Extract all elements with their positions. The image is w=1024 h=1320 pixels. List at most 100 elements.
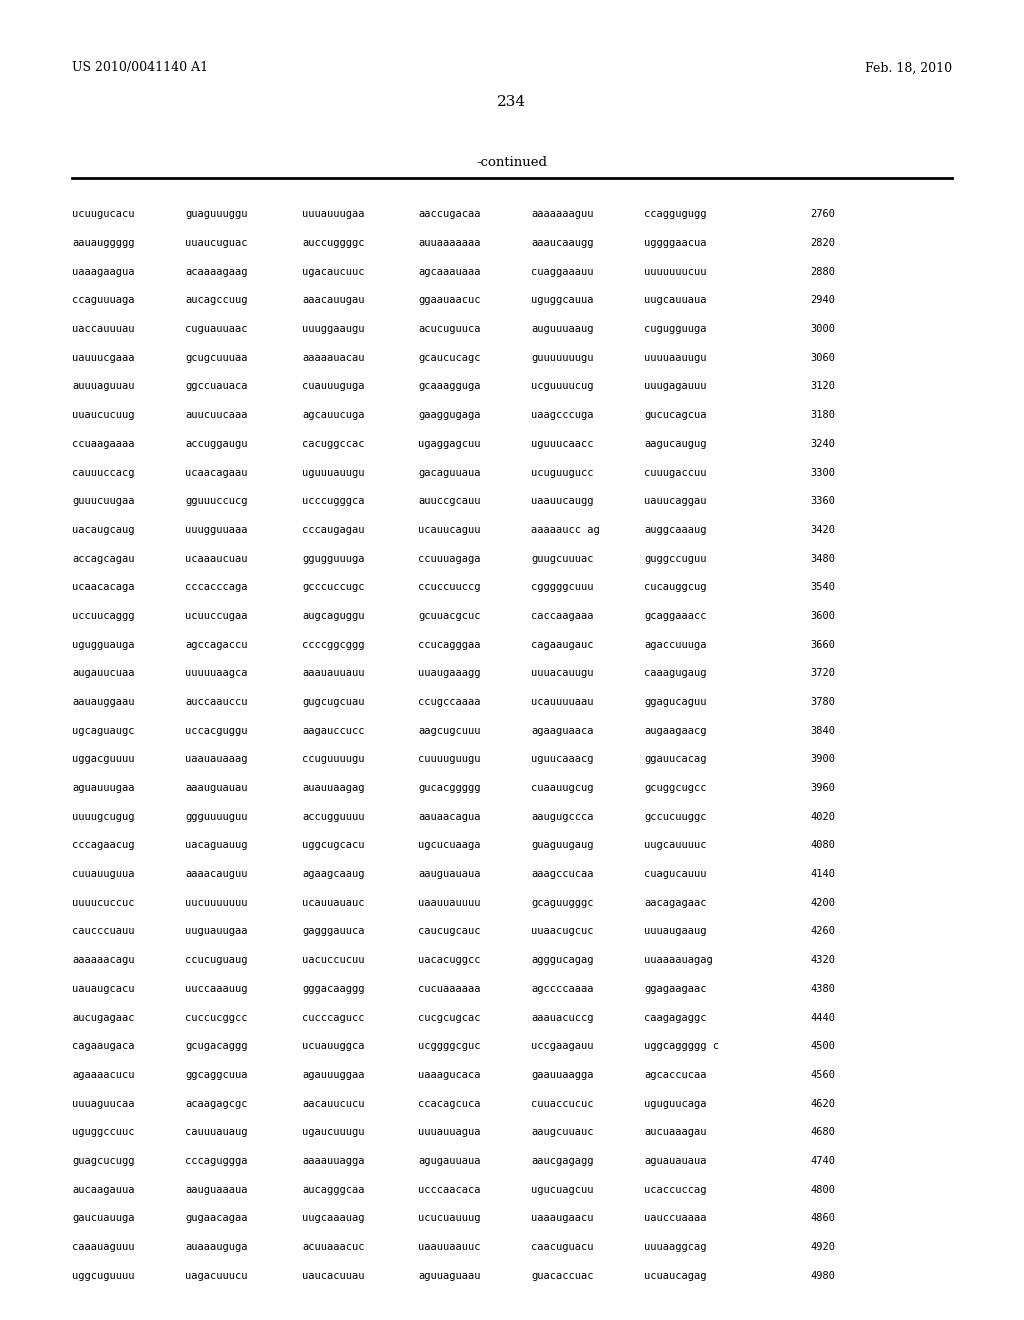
Text: uaaaugaacu: uaaaugaacu [531, 1213, 594, 1224]
Text: augauucuaa: augauucuaa [72, 668, 134, 678]
Text: cuuuuguugu: cuuuuguugu [418, 754, 480, 764]
Text: caacuguacu: caacuguacu [531, 1242, 594, 1251]
Text: uuuuuaagca: uuuuuaagca [185, 668, 248, 678]
Text: ggcaggcuua: ggcaggcuua [185, 1071, 248, 1080]
Text: aagucaugug: aagucaugug [644, 438, 707, 449]
Text: auccaauccu: auccaauccu [185, 697, 248, 708]
Text: ucuugucacu: ucuugucacu [72, 210, 134, 219]
Text: auuuaguuau: auuuaguuau [72, 381, 134, 392]
Text: cucccagucc: cucccagucc [302, 1012, 365, 1023]
Text: uauaugcacu: uauaugcacu [72, 983, 134, 994]
Text: cccaguggga: cccaguggga [185, 1156, 248, 1166]
Text: uacuccucuu: uacuccucuu [302, 956, 365, 965]
Text: gcuuacgcuc: gcuuacgcuc [418, 611, 480, 620]
Text: ccugccaaaa: ccugccaaaa [418, 697, 480, 708]
Text: aaaucaaugg: aaaucaaugg [531, 238, 594, 248]
Text: auguuuaaug: auguuuaaug [531, 325, 594, 334]
Text: 4080: 4080 [810, 841, 835, 850]
Text: uuuuuuucuu: uuuuuuucuu [644, 267, 707, 277]
Text: acaaaagaag: acaaaagaag [185, 267, 248, 277]
Text: aaauacuccg: aaauacuccg [531, 1012, 594, 1023]
Text: caagagaggc: caagagaggc [644, 1012, 707, 1023]
Text: auuccgcauu: auuccgcauu [418, 496, 480, 506]
Text: gcaguugggc: gcaguugggc [531, 898, 594, 908]
Text: ggauucacag: ggauucacag [644, 754, 707, 764]
Text: ccccggcggg: ccccggcggg [302, 640, 365, 649]
Text: ucucuauuug: ucucuauuug [418, 1213, 480, 1224]
Text: uuuaaggcag: uuuaaggcag [644, 1242, 707, 1251]
Text: 3300: 3300 [810, 467, 835, 478]
Text: uacacuggcc: uacacuggcc [418, 956, 480, 965]
Text: gaaggugaga: gaaggugaga [418, 411, 480, 420]
Text: US 2010/0041140 A1: US 2010/0041140 A1 [72, 62, 208, 74]
Text: auauuaagag: auauuaagag [302, 783, 365, 793]
Text: aaagccucaa: aaagccucaa [531, 869, 594, 879]
Text: cauuuauaug: cauuuauaug [185, 1127, 248, 1138]
Text: uaagcccuga: uaagcccuga [531, 411, 594, 420]
Text: agaaaacucu: agaaaacucu [72, 1071, 134, 1080]
Text: aauauggggg: aauauggggg [72, 238, 134, 248]
Text: aguauauaua: aguauauaua [644, 1156, 707, 1166]
Text: uggcaggggg c: uggcaggggg c [644, 1041, 719, 1051]
Text: 4860: 4860 [810, 1213, 835, 1224]
Text: aguuaguaau: aguuaguaau [418, 1271, 480, 1280]
Text: uguguucaga: uguguucaga [644, 1098, 707, 1109]
Text: ugucuagcuu: ugucuagcuu [531, 1184, 594, 1195]
Text: ccucagggaa: ccucagggaa [418, 640, 480, 649]
Text: gcuggcugcc: gcuggcugcc [644, 783, 707, 793]
Text: 4920: 4920 [810, 1242, 835, 1251]
Text: aucugagaac: aucugagaac [72, 1012, 134, 1023]
Text: agaaguaaca: agaaguaaca [531, 726, 594, 735]
Text: ucauuauauc: ucauuauauc [302, 898, 365, 908]
Text: aacauucucu: aacauucucu [302, 1098, 365, 1109]
Text: gacaguuaua: gacaguuaua [418, 467, 480, 478]
Text: ucguuuucug: ucguuuucug [531, 381, 594, 392]
Text: uugcauuuuc: uugcauuuuc [644, 841, 707, 850]
Text: ucauucaguu: ucauucaguu [418, 525, 480, 535]
Text: uuguauugaa: uuguauugaa [185, 927, 248, 936]
Text: gcugcuuuaa: gcugcuuuaa [185, 352, 248, 363]
Text: aaugugccca: aaugugccca [531, 812, 594, 822]
Text: 4560: 4560 [810, 1071, 835, 1080]
Text: gguuuccucg: gguuuccucg [185, 496, 248, 506]
Text: cccacccaga: cccacccaga [185, 582, 248, 593]
Text: caucccuauu: caucccuauu [72, 927, 134, 936]
Text: ucccaacaca: ucccaacaca [418, 1184, 480, 1195]
Text: 4380: 4380 [810, 983, 835, 994]
Text: ugaucuuugu: ugaucuuugu [302, 1127, 365, 1138]
Text: aaauguauau: aaauguauau [185, 783, 248, 793]
Text: 4020: 4020 [810, 812, 835, 822]
Text: cuguauuaac: cuguauuaac [185, 325, 248, 334]
Text: aaucgagagg: aaucgagagg [531, 1156, 594, 1166]
Text: 3060: 3060 [810, 352, 835, 363]
Text: uuaacugcuc: uuaacugcuc [531, 927, 594, 936]
Text: 3960: 3960 [810, 783, 835, 793]
Text: guugcuuuac: guugcuuuac [531, 553, 594, 564]
Text: uggacguuuu: uggacguuuu [72, 754, 134, 764]
Text: uggcugcacu: uggcugcacu [302, 841, 365, 850]
Text: aucagggcaa: aucagggcaa [302, 1184, 365, 1195]
Text: ggagucaguu: ggagucaguu [644, 697, 707, 708]
Text: uugcaaauag: uugcaaauag [302, 1213, 365, 1224]
Text: 3660: 3660 [810, 640, 835, 649]
Text: ugcaguaugc: ugcaguaugc [72, 726, 134, 735]
Text: uguuuauugu: uguuuauugu [302, 467, 365, 478]
Text: uagacuuucu: uagacuuucu [185, 1271, 248, 1280]
Text: uuuauuugaa: uuuauuugaa [302, 210, 365, 219]
Text: 3540: 3540 [810, 582, 835, 593]
Text: agaccuuuga: agaccuuuga [644, 640, 707, 649]
Text: cagaaugaca: cagaaugaca [72, 1041, 134, 1051]
Text: ggagaagaac: ggagaagaac [644, 983, 707, 994]
Text: agaagcaaug: agaagcaaug [302, 869, 365, 879]
Text: gaucuauuga: gaucuauuga [72, 1213, 134, 1224]
Text: Feb. 18, 2010: Feb. 18, 2010 [865, 62, 952, 74]
Text: ggguuuuguu: ggguuuuguu [185, 812, 248, 822]
Text: agcaccucaa: agcaccucaa [644, 1071, 707, 1080]
Text: uuugguuaaa: uuugguuaaa [185, 525, 248, 535]
Text: uuuucuccuc: uuuucuccuc [72, 898, 134, 908]
Text: 4440: 4440 [810, 1012, 835, 1023]
Text: agcaaauaaa: agcaaauaaa [418, 267, 480, 277]
Text: 4680: 4680 [810, 1127, 835, 1138]
Text: gcaggaaacc: gcaggaaacc [644, 611, 707, 620]
Text: accugguuuu: accugguuuu [302, 812, 365, 822]
